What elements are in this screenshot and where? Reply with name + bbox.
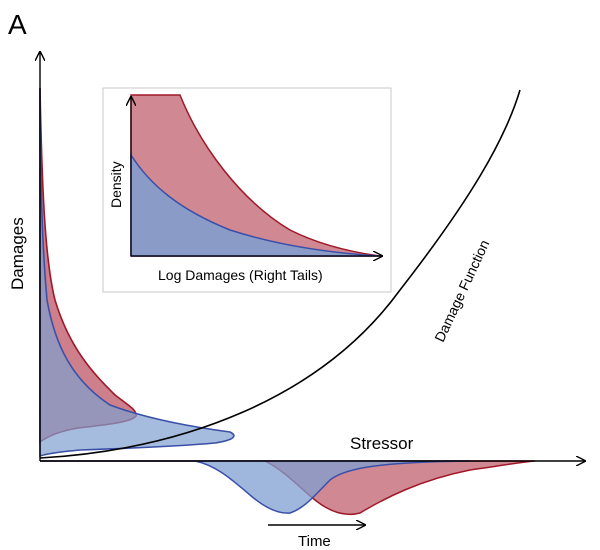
inset: Density Log Damages (Right Tails) <box>102 87 392 293</box>
y-axis-label: Damages <box>8 217 27 290</box>
damage-function-curve <box>39 89 521 459</box>
stressor-distributions <box>40 460 536 516</box>
inset-blue-tail <box>130 152 381 257</box>
inset-ylabel: Density <box>108 161 124 208</box>
x-axis-label: Stressor <box>350 434 414 453</box>
panel-label: A <box>8 9 27 40</box>
damage-function-label: Damage Function <box>431 237 492 344</box>
time-label: Time <box>298 533 331 550</box>
damage-distributions <box>39 87 235 458</box>
blue-stressor-distribution <box>40 460 471 514</box>
blue-damage-distribution <box>39 87 235 458</box>
inset-xlabel: Log Damages (Right Tails) <box>158 267 323 283</box>
